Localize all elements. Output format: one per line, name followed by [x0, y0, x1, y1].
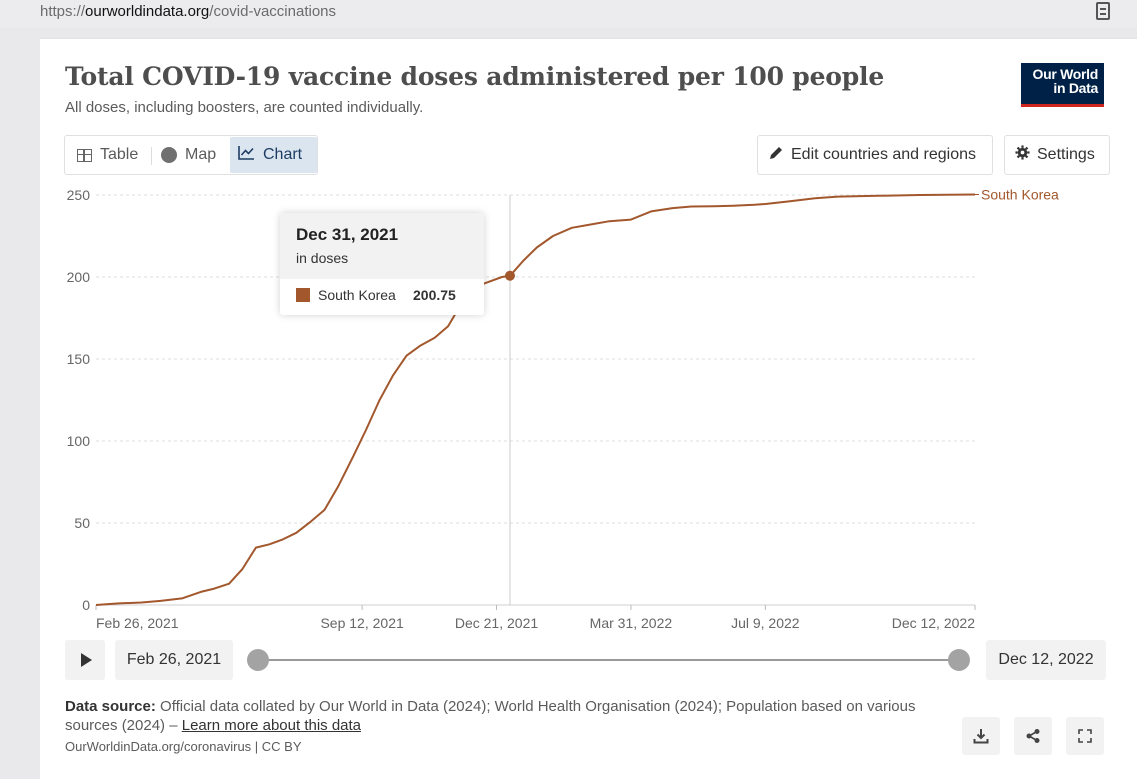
data-source-label: Data source: [65, 698, 156, 715]
chart-grid [96, 194, 975, 606]
line-chart-icon [238, 145, 255, 165]
gear-icon [1015, 145, 1030, 165]
tooltip-value: 200.75 [413, 287, 456, 303]
x-tick-label: Sep 12, 2021 [320, 615, 404, 631]
tooltip-header [280, 213, 484, 279]
table-icon [77, 148, 92, 162]
y-axis: 0 50 100 150 200 250 [67, 187, 91, 613]
line-chart[interactable]: 0 50 100 150 200 250 Feb 26, 2021 Sep 12, 2021… [0, 0, 1137, 640]
x-tick-label: Jul 9, 2022 [731, 615, 800, 631]
chart-subtitle: All doses, including boosters, are count… [65, 99, 424, 116]
y-tick-label: 150 [67, 351, 91, 367]
x-tick-label: Mar 31, 2022 [590, 615, 673, 631]
timeline-end-date[interactable]: Dec 12, 2022 [986, 640, 1106, 680]
tab-table-label: Table [100, 146, 139, 163]
y-tick-label: 250 [67, 187, 91, 203]
y-tick-label: 0 [82, 597, 90, 613]
url-text[interactable]: https://ourworldindata.org/covid-vaccina… [40, 3, 336, 20]
learn-more-link[interactable]: Learn more about this data [181, 717, 362, 734]
reader-view-icon[interactable] [1096, 2, 1110, 20]
url-prefix: https:// [40, 3, 86, 20]
series-label-south-korea[interactable]: South Korea [981, 187, 1059, 203]
chart-title: Total COVID-19 vaccine doses administere… [65, 62, 885, 91]
fullscreen-button[interactable] [1066, 717, 1104, 755]
y-tick-label: 200 [67, 269, 91, 285]
data-source-note: Data source: Official data collated by O… [65, 697, 945, 735]
y-tick-label: 100 [67, 433, 91, 449]
timeline-start-handle[interactable] [247, 649, 269, 671]
edit-countries-label: Edit countries and regions [791, 146, 976, 163]
x-axis: Feb 26, 2021 Sep 12, 2021 Dec 21, 2021 Mar … [95, 605, 976, 631]
y-tick-label: 50 [74, 515, 90, 531]
timeline-track[interactable] [258, 659, 960, 661]
owid-logo[interactable]: Our World in Data [1021, 63, 1104, 107]
tab-chart[interactable]: Chart [230, 137, 317, 173]
share-button[interactable] [1014, 717, 1052, 755]
x-tick-label: Feb 26, 2021 [96, 615, 179, 631]
tab-map[interactable]: Map [161, 137, 216, 173]
tab-table[interactable]: Table [77, 137, 138, 173]
timeline-start-date[interactable]: Feb 26, 2021 [115, 640, 233, 680]
logo-line-2: in Data [1053, 80, 1098, 96]
chart-tooltip: Dec 31, 2021 in doses South Korea 200.75 [280, 213, 484, 315]
series-line-south-korea[interactable] [95, 193, 976, 606]
browser-url-bar[interactable]: https://ourworldindata.org/covid-vaccina… [0, 0, 1137, 28]
settings-button[interactable]: Settings [1004, 135, 1110, 175]
tooltip-swatch [296, 288, 310, 302]
timeline-end-handle[interactable] [948, 649, 970, 671]
data-source-text: Official data collated by Our World in D… [65, 698, 916, 734]
license-text: OurWorldinData.org/coronavirus | CC BY [65, 739, 302, 754]
view-tabs: Table Map Chart [64, 135, 318, 175]
download-button[interactable] [962, 717, 1000, 755]
tab-chart-label: Chart [263, 146, 303, 163]
x-tick-label: Dec 12, 2022 [892, 615, 975, 631]
settings-label: Settings [1037, 146, 1095, 163]
x-tick-label: Dec 21, 2021 [455, 615, 538, 631]
url-host: ourworldindata.org [85, 3, 210, 20]
tooltip-date: Dec 31, 2021 [296, 225, 399, 244]
hover-point [504, 270, 515, 281]
logo-line-1: Our World [1032, 66, 1099, 82]
pencil-icon [768, 145, 784, 166]
tooltip-unit: in doses [296, 250, 349, 266]
globe-icon [161, 147, 177, 163]
edit-countries-button[interactable]: Edit countries and regions [757, 135, 993, 175]
play-button[interactable] [65, 640, 105, 680]
url-path: /covid-vaccinations [209, 3, 337, 20]
tab-separator [151, 147, 152, 165]
tooltip-series-name: South Korea [318, 287, 396, 303]
tab-map-label: Map [185, 146, 217, 163]
